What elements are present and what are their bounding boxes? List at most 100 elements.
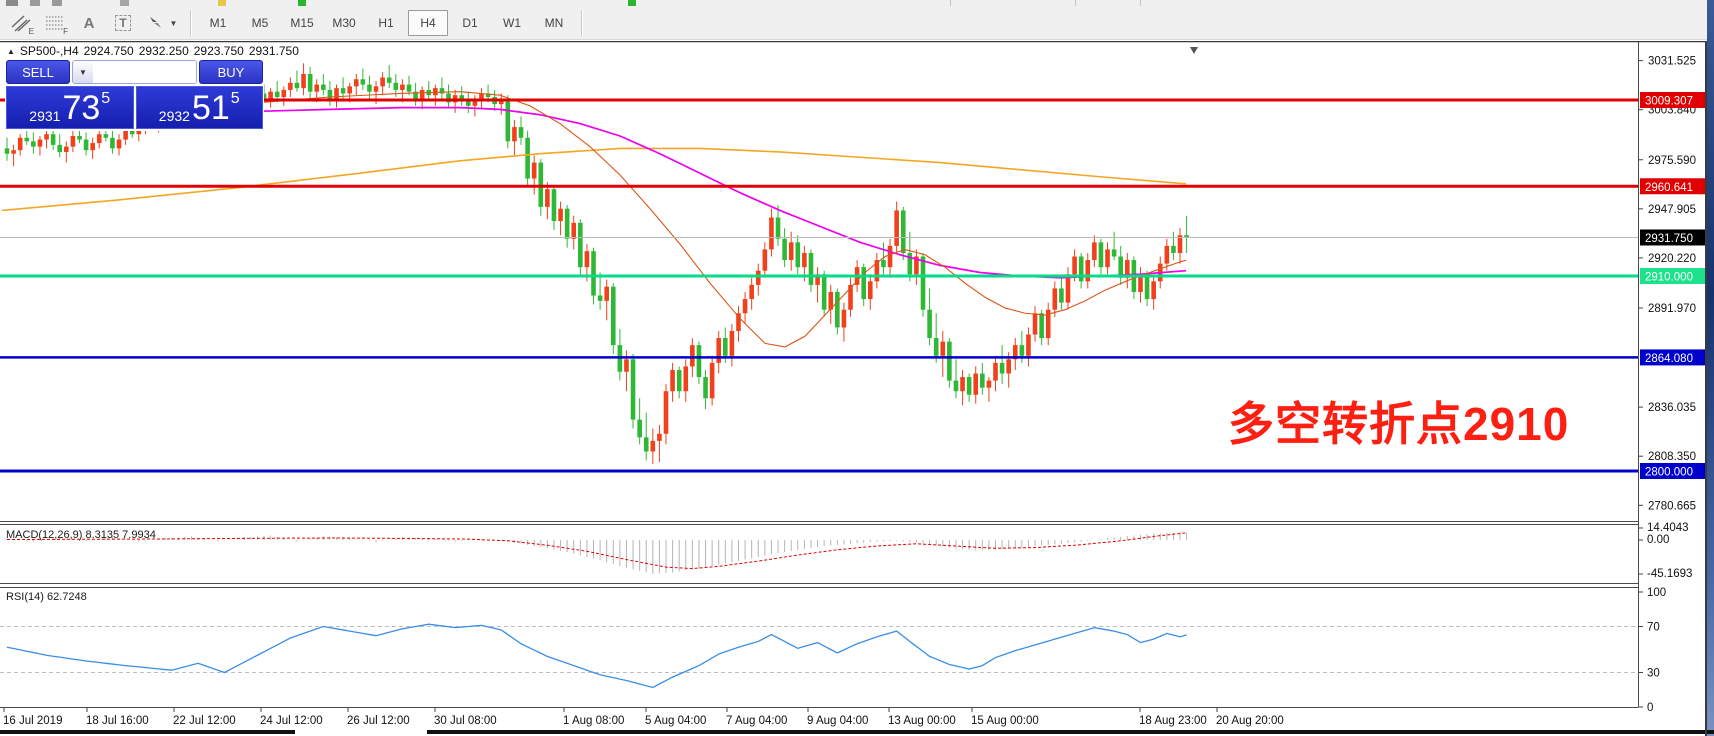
price-badge-label: 3009.307 bbox=[1645, 96, 1693, 108]
volume-decrease-button[interactable]: ▼ bbox=[73, 61, 93, 83]
price-badge-label: 2910.000 bbox=[1645, 272, 1693, 284]
price-badge bbox=[1640, 92, 1706, 108]
slow-ma-line bbox=[1, 147, 1187, 212]
chart-annotation-text: 多空转折点2910 bbox=[1228, 398, 1570, 450]
desktop-background bbox=[1707, 0, 1714, 736]
timeframe-w1-button[interactable]: W1 bbox=[503, 16, 521, 30]
panel-borders bbox=[0, 41, 1707, 708]
toolbar-partial-icon bbox=[120, 0, 129, 6]
timeframe-m30-button[interactable]: M30 bbox=[332, 16, 356, 30]
toolbar-partial-row bbox=[0, 0, 1707, 7]
toolbar-partial-icon bbox=[628, 0, 636, 6]
fast-ma-line bbox=[262, 91, 1187, 348]
timeframe-m1-button[interactable]: M1 bbox=[209, 16, 227, 30]
text-label-icon[interactable]: A bbox=[83, 14, 95, 32]
time-tick-label: 13 Aug 00:00 bbox=[888, 715, 956, 727]
price-axis[interactable]: 3031.5253003.8402975.5902947.9052920.220… bbox=[1638, 56, 1706, 714]
macd-indicator-label: MACD(12,26,9) 8.3135 7.9934 bbox=[6, 529, 156, 541]
ask-price-main: 51 bbox=[191, 88, 230, 127]
rsi-axis-label: 0 bbox=[1647, 702, 1653, 714]
chart-window[interactable]: 3031.525 3003.840 2975.590 2947.905 2920.220… bbox=[0, 41, 1714, 736]
price-badge bbox=[1640, 462, 1706, 479]
rsi-axis-label: 70 bbox=[1647, 622, 1660, 634]
collapse-panel-icon[interactable]: ▲ bbox=[7, 46, 15, 56]
time-tick-label: 18 Jul 16:00 bbox=[86, 715, 149, 727]
time-tick-label: 20 Aug 20:00 bbox=[1216, 715, 1284, 727]
toolbar-main-row: E F A T ▼ M1 M5 bbox=[0, 7, 588, 39]
price-tick-label: 2808.350 bbox=[1648, 451, 1696, 463]
time-axis[interactable]: 16 Jul 2019 18 Jul 16:00 22 Jul 12:00 24 Ju… bbox=[3, 708, 1284, 727]
price-tick-label: 2920.220 bbox=[1648, 253, 1696, 265]
rsi-indicator-label: RSI(14) 62.7248 bbox=[6, 591, 87, 603]
toolbar-partial-separator bbox=[950, 0, 951, 6]
price-tick-label: 2780.665 bbox=[1648, 500, 1696, 512]
rsi-line bbox=[6, 623, 1187, 689]
time-tick-label: 30 Jul 08:00 bbox=[434, 715, 497, 727]
horizontal-scrollbar[interactable] bbox=[0, 730, 1714, 734]
timeframe-d1-button[interactable]: D1 bbox=[462, 16, 478, 30]
price-badge bbox=[1640, 178, 1706, 195]
bid-price-pip: 5 bbox=[101, 90, 111, 107]
price-tick-label: 2975.590 bbox=[1648, 155, 1696, 167]
time-tick-label: 1 Aug 08:00 bbox=[563, 715, 624, 727]
sell-button[interactable]: SELL bbox=[6, 60, 70, 84]
toolbar-separator bbox=[190, 10, 191, 36]
chart-title: ▲ SP500-,H4 2924.750 2932.250 2923.750 2… bbox=[7, 44, 299, 58]
macd-axis-label: -45.1693 bbox=[1647, 568, 1692, 580]
bid-price-prefix: 2931 bbox=[29, 108, 61, 124]
fibo-grid-icon[interactable]: F bbox=[40, 10, 70, 36]
timeframe-mn-button[interactable]: MN bbox=[544, 16, 564, 30]
toolbar-partial-separator bbox=[1140, 0, 1141, 6]
text-box-icon[interactable]: T bbox=[108, 10, 138, 36]
ask-price-prefix: 2932 bbox=[158, 108, 190, 124]
time-tick-label: 7 Aug 04:00 bbox=[726, 715, 787, 727]
time-tick-label: 26 Jul 12:00 bbox=[347, 715, 410, 727]
volume-spinner: ▼ ▲ bbox=[72, 60, 197, 84]
toolbar-partial-icon bbox=[218, 0, 226, 6]
price-tick-label: 3031.525 bbox=[1648, 56, 1696, 68]
timeframe-m15-button[interactable]: M15 bbox=[290, 16, 314, 30]
horizontal-scrollbar-thumb[interactable] bbox=[295, 730, 427, 734]
price-tick-label: 2947.905 bbox=[1648, 204, 1696, 216]
bid-price-main: 73 bbox=[62, 88, 101, 127]
chart-shift-marker[interactable] bbox=[1190, 47, 1198, 54]
price-chart-canvas[interactable]: 3031.5253003.8402975.5902947.9052920.220… bbox=[0, 41, 1714, 736]
price-badge-label: 2864.080 bbox=[1645, 353, 1693, 365]
bid-price-box[interactable]: 2931 73 5 bbox=[6, 86, 134, 129]
price-tick-label: 2891.970 bbox=[1648, 303, 1696, 315]
mid-ma-line bbox=[262, 106, 1187, 279]
price-badge bbox=[1640, 268, 1706, 285]
ohlc-close: 2931.750 bbox=[248, 44, 299, 58]
time-tick-label: 22 Jul 12:00 bbox=[173, 715, 236, 727]
ohlc-high: 2932.250 bbox=[138, 44, 189, 58]
price-levels-layer bbox=[0, 98, 1638, 473]
ohlc-low: 2923.750 bbox=[193, 44, 244, 58]
volume-input[interactable] bbox=[92, 61, 196, 83]
window-right-border bbox=[1705, 41, 1707, 736]
one-click-trading-panel: SELL ▼ ▲ BUY 2931 73 5 2932 51 5 bbox=[5, 59, 264, 131]
ask-price-box[interactable]: 2932 51 5 bbox=[135, 86, 263, 129]
toolbar-partial-icon bbox=[6, 0, 18, 6]
macd-axis-label: 14.4043 bbox=[1647, 522, 1689, 534]
price-badge bbox=[1640, 349, 1706, 366]
symbol-timeframe: SP500-,H4 bbox=[19, 44, 79, 58]
cursor-arrows-icon[interactable]: ▼ bbox=[142, 10, 182, 36]
equidistant-channel-icon[interactable]: E bbox=[6, 10, 36, 36]
toolbar-partial-icon bbox=[30, 0, 40, 6]
toolbar-separator bbox=[581, 10, 582, 36]
ohlc-open: 2924.750 bbox=[83, 44, 134, 58]
timeframe-m5-button[interactable]: M5 bbox=[251, 16, 269, 30]
rsi-axis-label: 30 bbox=[1647, 668, 1660, 680]
ask-price-pip: 5 bbox=[230, 90, 240, 107]
macd-panel bbox=[6, 532, 1188, 574]
buy-button[interactable]: BUY bbox=[199, 60, 263, 84]
price-badge-label: 2931.750 bbox=[1645, 233, 1693, 245]
timeframe-h1-button[interactable]: H1 bbox=[378, 16, 394, 30]
macd-signal-line bbox=[6, 532, 1187, 570]
time-tick-label: 16 Jul 2019 bbox=[3, 715, 62, 727]
time-tick-label: 5 Aug 04:00 bbox=[645, 715, 706, 727]
time-tick-label: 18 Aug 23:00 bbox=[1139, 715, 1207, 727]
price-badge-label: 2960.641 bbox=[1645, 182, 1693, 194]
timeframe-h4-button[interactable]: H4 bbox=[408, 10, 448, 36]
